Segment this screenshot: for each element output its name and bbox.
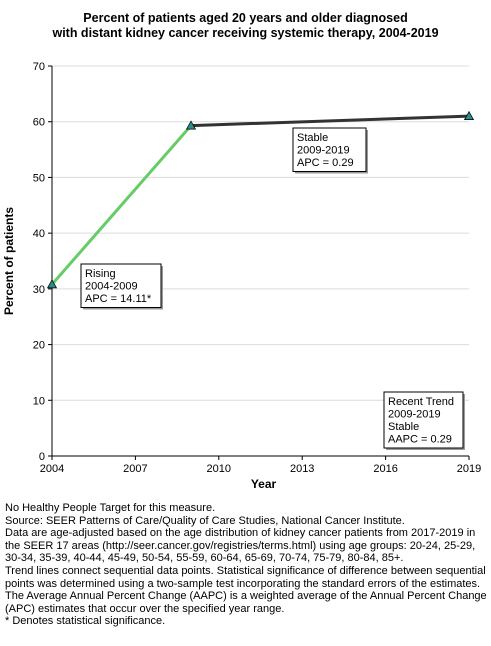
x-tick-label: 2010 xyxy=(207,463,231,475)
x-tick-label: 2013 xyxy=(290,463,314,475)
footnote-4: Trend lines connect sequential data poin… xyxy=(5,564,486,590)
y-tick-label: 30 xyxy=(33,284,45,296)
data-point-marker xyxy=(463,110,475,120)
y-tick-label: 40 xyxy=(33,228,45,240)
footnotes: No Healthy People Target for this measur… xyxy=(5,502,487,628)
y-tick-label: 70 xyxy=(33,61,45,73)
y-tick-label: 20 xyxy=(33,340,45,352)
trend-line-rising xyxy=(50,124,193,286)
x-tick-label: 2007 xyxy=(123,463,147,475)
recent-trend-label-line: Stable xyxy=(388,421,419,433)
data-markers xyxy=(46,110,475,289)
y-tick-label: 0 xyxy=(39,451,45,463)
trend-line-stable xyxy=(189,114,471,128)
rising-trend-label-box xyxy=(80,263,162,308)
recent-trend-label-line: Recent Trend xyxy=(388,396,454,408)
stable-trend-label-line: 2009-2019 xyxy=(297,145,350,157)
rising-trend-label-line: APC = 14.11* xyxy=(85,293,152,305)
x-axis-label: Year xyxy=(251,477,277,491)
y-tick-label: 50 xyxy=(33,172,45,184)
data-point-marker xyxy=(46,279,58,289)
y-axis-label: Percent of patients xyxy=(2,207,16,315)
stable-trend-label-line: Stable xyxy=(297,132,328,144)
y-tick-label: 60 xyxy=(33,117,45,129)
x-tick-label: 2004 xyxy=(40,463,64,475)
footnote-6: * Denotes statistical significance. xyxy=(5,615,166,628)
recent-trend-label-box xyxy=(383,391,464,449)
data-point-marker xyxy=(185,120,197,130)
x-tick-label: 2019 xyxy=(457,463,481,475)
footnote-2: Source: SEER Patterns of Care/Quality of… xyxy=(5,514,405,527)
grid-lines xyxy=(52,65,469,401)
footnote-1: No Healthy People Target for this measur… xyxy=(5,502,216,514)
footnote-3: Data are age-adjusted based on the age d… xyxy=(5,527,476,565)
recent-trend-label-line: 2009-2019 xyxy=(388,409,441,421)
axes: 0 10 20 30 40 50 60 70 2004 2007 2010 2013 2016 2019 Y… xyxy=(2,61,481,491)
rising-trend-label-line: Rising xyxy=(85,268,116,280)
footnote-5: The Average Annual Percent Change (AAPC)… xyxy=(5,590,487,615)
chart-title-line-1: Percent of patients aged 20 years and ol… xyxy=(83,11,408,25)
chart-title: Percent of patients aged 20 years and ol… xyxy=(0,11,491,41)
trend-lines xyxy=(50,114,471,286)
chart-title-line-2: with distant kidney cancer receiving sys… xyxy=(52,26,439,40)
stable-trend-label-line: APC = 0.29 xyxy=(297,157,354,169)
rising-trend-label-line: 2004-2009 xyxy=(85,281,138,293)
line-chart: 0 10 20 30 40 50 60 70 2004 2007 2010 2013 2016 2019 Y… xyxy=(2,61,481,491)
recent-trend-label-line: AAPC = 0.29 xyxy=(388,434,452,446)
stable-trend-label-box xyxy=(292,127,367,172)
y-tick-label: 10 xyxy=(33,395,45,407)
x-tick-label: 2016 xyxy=(373,463,397,475)
